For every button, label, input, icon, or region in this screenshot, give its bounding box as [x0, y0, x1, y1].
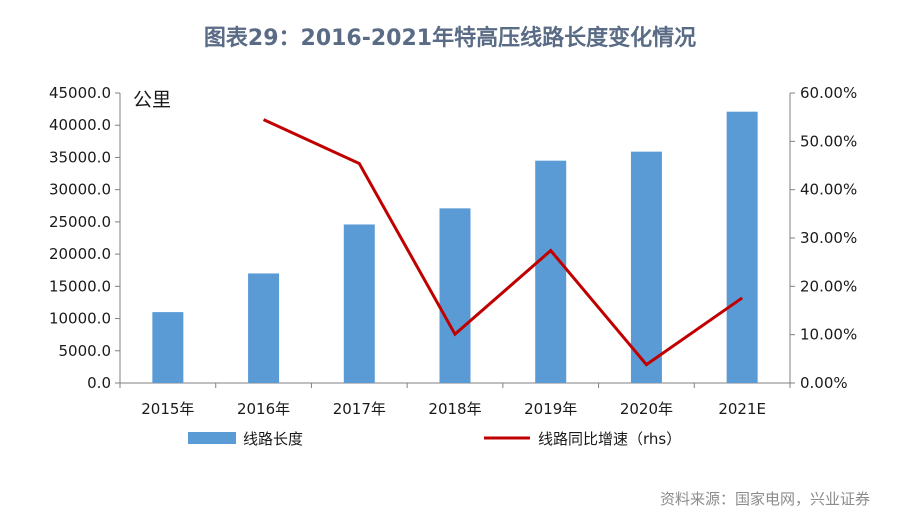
series-line-growth — [262, 118, 744, 367]
y-right-tick-label: 60.00% — [800, 84, 857, 102]
bar-line-length — [535, 160, 567, 383]
x-tick-label: 2015年 — [141, 400, 194, 418]
source-note: 资料来源：国家电网，兴业证券 — [659, 490, 870, 508]
x-tick-label: 2016年 — [237, 400, 290, 418]
y-left-unit-label: 公里 — [133, 89, 171, 111]
y-left-tick-label: 10000.0 — [49, 310, 111, 328]
x-tick-label: 2017年 — [333, 400, 386, 418]
y-left-tick-label: 15000.0 — [49, 277, 111, 295]
bar-line-length — [152, 312, 184, 383]
y-right-tick-label: 50.00% — [800, 132, 857, 150]
y-left-tick-label: 30000.0 — [49, 181, 111, 199]
y-left-tick-label: 20000.0 — [49, 245, 111, 263]
y-left-tick-label: 25000.0 — [49, 213, 111, 231]
y-left-tick-label: 35000.0 — [49, 148, 111, 166]
y-right-tick-label: 10.00% — [800, 326, 857, 344]
y-right-tick-label: 40.00% — [800, 181, 857, 199]
bar-line-length — [439, 208, 471, 383]
y-left-tick-label: 40000.0 — [49, 116, 111, 134]
bar-line-length — [726, 111, 758, 383]
y-left-tick-label: 5000.0 — [59, 342, 112, 360]
bar-line-length — [343, 224, 375, 383]
x-tick-label: 2021E — [718, 400, 766, 418]
y-right-tick-label: 0.00% — [800, 374, 848, 392]
bar-line-length — [248, 273, 280, 383]
legend-swatch-bar — [188, 432, 236, 444]
y-left-tick-label: 0.0 — [87, 374, 111, 392]
x-tick-label: 2019年 — [524, 400, 577, 418]
legend-label-bar: 线路长度 — [243, 430, 303, 448]
y-right-tick-label: 20.00% — [800, 277, 857, 295]
legend-label-line: 线路同比增速（rhs） — [538, 430, 681, 448]
y-left-tick-label: 45000.0 — [49, 84, 111, 102]
x-tick-label: 2018年 — [428, 400, 481, 418]
y-right-tick-label: 30.00% — [800, 229, 857, 247]
chart-title: 图表29：2016-2021年特高压线路长度变化情况 — [203, 26, 697, 51]
x-tick-label: 2020年 — [620, 400, 673, 418]
bar-line-length — [630, 151, 662, 383]
